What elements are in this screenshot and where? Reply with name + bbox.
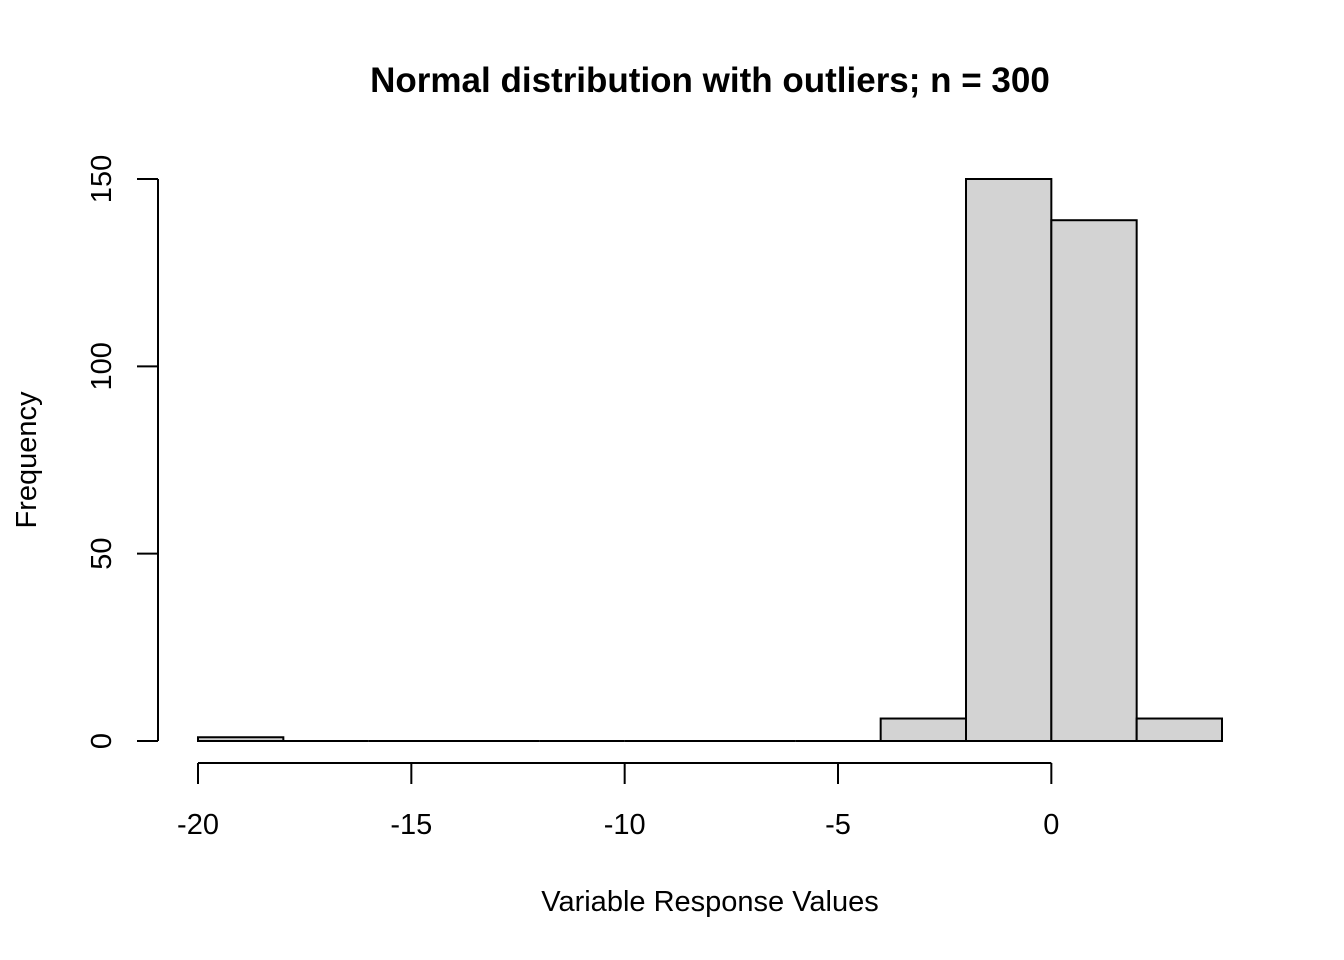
y-tick-label: 100 (86, 342, 118, 390)
x-tick-label: -5 (825, 809, 851, 841)
histogram-bar (197, 736, 285, 743)
histogram-bar (1135, 717, 1223, 743)
x-axis: -20 -15 -10 -5 0 (177, 762, 1059, 841)
y-axis-label: Frequency (11, 391, 43, 529)
chart-title: Normal distribution with outliers; n = 3… (370, 61, 1050, 100)
x-tick-label: -20 (177, 809, 219, 841)
x-axis-label: Variable Response Values (541, 886, 878, 918)
y-tick-label: 50 (86, 538, 118, 570)
bars-group (197, 178, 1223, 743)
histogram-bar (965, 178, 1053, 742)
x-tick-label: -15 (390, 809, 432, 841)
x-tick-label: 0 (1043, 809, 1059, 841)
histogram-bar (879, 717, 968, 743)
histogram-bar (1050, 219, 1138, 743)
y-tick-label: 0 (86, 733, 118, 749)
x-tick-label: -10 (604, 809, 646, 841)
y-axis: 0 50 100 150 (86, 155, 159, 749)
y-tick-label: 150 (86, 155, 118, 203)
